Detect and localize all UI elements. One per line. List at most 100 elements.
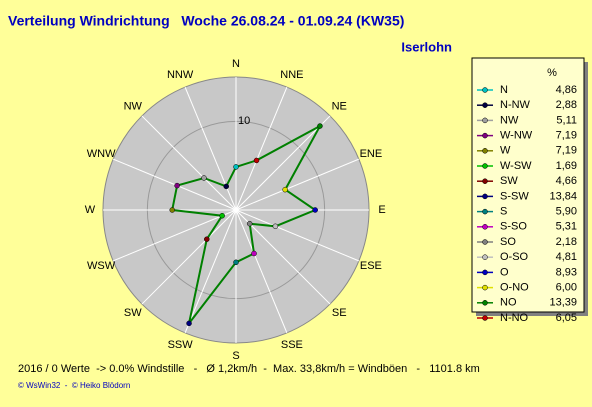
legend-marker	[482, 239, 488, 245]
legend-marker	[482, 178, 488, 184]
data-point	[251, 250, 257, 257]
legend-label: N-NO	[500, 312, 529, 324]
spoke	[235, 209, 288, 334]
direction-label: ENE	[360, 148, 383, 160]
legend-label: S-SO	[500, 221, 527, 233]
legend-marker	[482, 315, 488, 321]
spoke	[141, 115, 237, 211]
legend-header: %	[547, 67, 557, 79]
legend-label: SO	[500, 236, 516, 248]
legend-value: 5,90	[556, 206, 577, 218]
chart-subtitle: Iserlohn	[401, 39, 452, 54]
direction-label: SE	[332, 307, 347, 319]
direction-label: S	[232, 350, 239, 362]
legend-value: 13,39	[549, 297, 577, 309]
legend-marker	[482, 102, 488, 108]
data-point	[312, 207, 318, 213]
chart-title: Verteilung Windrichtung Woche 26.08.24 -…	[8, 13, 404, 29]
spoke	[235, 86, 288, 211]
legend-marker	[482, 269, 488, 276]
data-point	[317, 123, 323, 129]
legend-label: W-NW	[500, 130, 533, 142]
spoke	[184, 209, 237, 334]
legend-box	[471, 57, 585, 313]
data-point	[201, 175, 207, 181]
direction-label: W	[85, 204, 96, 216]
legend-label: SW	[500, 175, 518, 187]
direction-label: NNW	[167, 69, 194, 81]
direction-label: NW	[124, 101, 143, 113]
footer: 2016 / 0 Werte -> 0.0% Windstille - Ø 1,…	[18, 363, 480, 375]
data-point	[233, 164, 239, 170]
legend-label: N	[500, 84, 508, 96]
data-point	[223, 183, 229, 190]
direction-label: N	[232, 58, 240, 70]
legend-value: 5,31	[556, 221, 577, 233]
legend-value: 13,84	[549, 190, 577, 202]
data-point	[186, 320, 192, 327]
legend-label: W	[500, 145, 511, 157]
legend-marker	[482, 224, 488, 230]
legend-label: O-NO	[500, 282, 529, 294]
legend-label: NO	[500, 297, 517, 309]
spoke	[112, 209, 237, 262]
data-point	[204, 236, 210, 242]
legend-value: 1,69	[556, 160, 577, 172]
legend-value: 2,88	[556, 99, 577, 111]
credit: © WsWin32 - © Heiko Blödorn	[18, 381, 130, 390]
spoke	[235, 115, 331, 211]
legend-marker	[482, 87, 488, 93]
legend-label: N-NW	[500, 99, 531, 111]
spoke	[235, 158, 360, 211]
direction-label: SSE	[281, 339, 303, 351]
legend-value: 4,81	[556, 251, 577, 263]
r-tick-label: 10	[238, 115, 250, 127]
data-point	[246, 220, 253, 227]
data-point	[219, 212, 225, 219]
data-point	[253, 157, 260, 164]
legend-marker	[482, 132, 488, 139]
legend-label: S	[500, 206, 507, 218]
legend-value: 6,00	[556, 282, 577, 294]
direction-label: SSW	[168, 339, 194, 351]
direction-label: NE	[332, 101, 347, 113]
legend-marker	[482, 300, 488, 306]
legend-marker	[482, 254, 488, 260]
legend-value: 4,66	[556, 175, 577, 187]
direction-label: NNE	[280, 69, 303, 81]
spoke	[235, 209, 360, 262]
legend-marker	[482, 163, 488, 169]
data-point	[174, 182, 180, 189]
legend-marker	[482, 193, 488, 200]
direction-label: WSW	[87, 260, 116, 272]
direction-label: ESE	[360, 260, 382, 272]
legend-value: 5,11	[556, 114, 577, 126]
legend-value: 7,19	[556, 145, 577, 157]
direction-label: SW	[124, 307, 142, 319]
legend-label: O	[500, 266, 509, 278]
legend-value: 2,18	[556, 236, 577, 248]
legend-label: O-SO	[500, 251, 529, 263]
legend-marker	[482, 208, 488, 215]
legend-value: 6,05	[556, 312, 577, 324]
spoke	[184, 86, 237, 211]
legend-value: 7,19	[556, 130, 577, 142]
legend-marker	[482, 148, 488, 154]
data-point	[169, 207, 175, 213]
legend-value: 8,93	[556, 266, 577, 278]
data-point	[233, 259, 239, 266]
legend-marker	[482, 284, 488, 291]
legend-label: W-SW	[500, 160, 532, 172]
direction-label: WNW	[87, 148, 116, 160]
spoke	[141, 209, 237, 305]
data-point	[272, 223, 279, 230]
legend-label: NW	[500, 114, 519, 126]
spoke	[235, 209, 331, 305]
legend-value: 4,86	[556, 84, 577, 96]
direction-label: E	[378, 204, 385, 216]
legend-marker	[482, 117, 488, 124]
legend-label: S-SW	[500, 190, 529, 202]
data-point	[282, 186, 288, 193]
